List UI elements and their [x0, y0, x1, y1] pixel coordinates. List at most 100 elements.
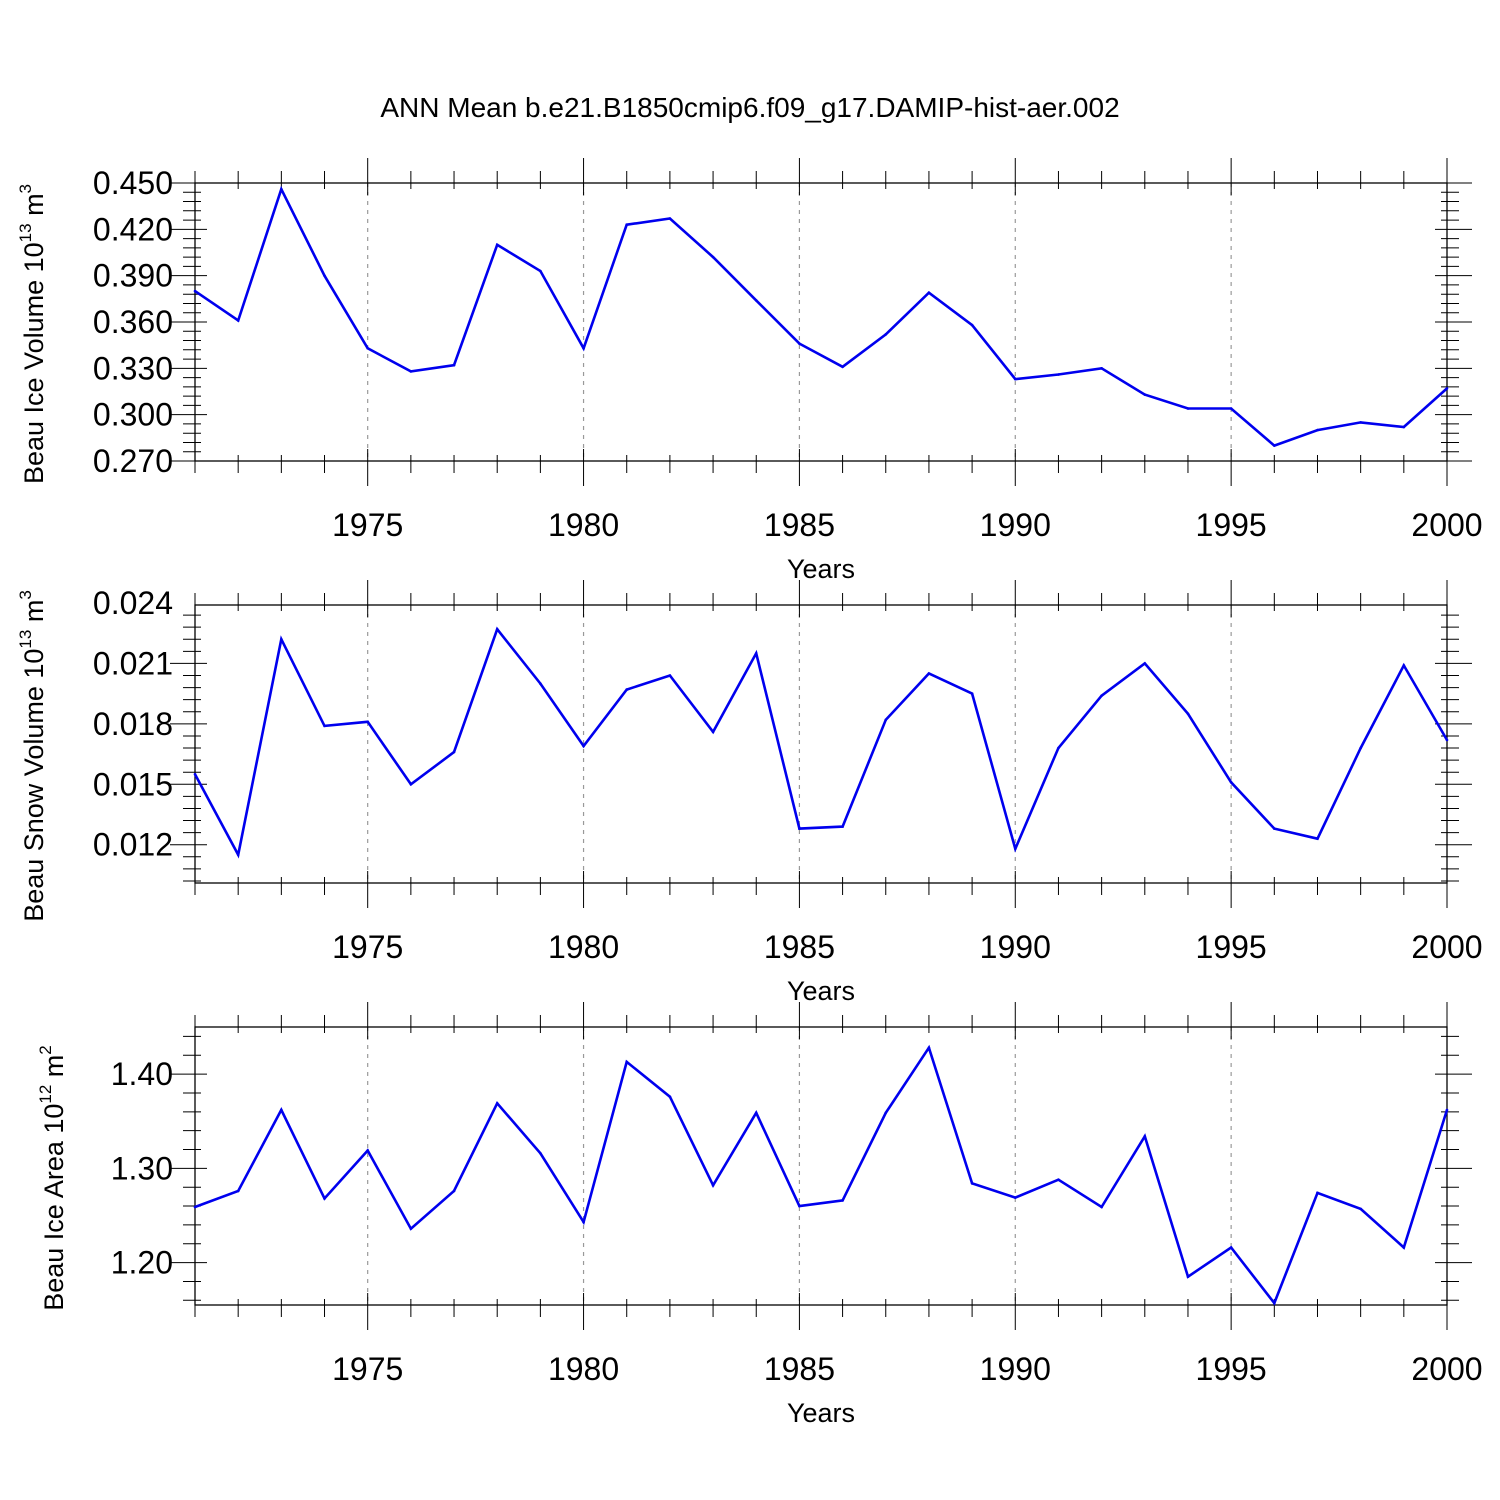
- x-tick-label: 1995: [1196, 929, 1267, 965]
- data-point: [452, 1189, 456, 1193]
- data-point: [625, 223, 629, 226]
- data-point: [452, 363, 456, 367]
- data-point: [1316, 837, 1319, 840]
- plot-frame: [194, 1026, 1448, 1306]
- data-point: [668, 1095, 672, 1099]
- data-point: [1013, 1196, 1017, 1199]
- data-point: [1013, 847, 1017, 851]
- data-point: [1316, 1191, 1319, 1195]
- data-point: [1100, 694, 1103, 697]
- data-point: [582, 346, 585, 350]
- x-tick-label: 1980: [548, 929, 619, 965]
- data-point: [452, 750, 456, 754]
- data-point: [1445, 738, 1449, 742]
- y-tick-label: 0.015: [93, 766, 173, 802]
- y-tick-label: 0.330: [93, 350, 173, 386]
- data-point: [539, 269, 542, 273]
- data-point: [884, 333, 888, 336]
- x-tick-label: 1990: [980, 929, 1051, 965]
- data-point: [798, 827, 801, 830]
- x-tick-label: 1985: [764, 929, 835, 965]
- data-point: [668, 674, 672, 677]
- data-point: [1359, 746, 1362, 750]
- y-tick-label: 1.40: [111, 1056, 173, 1092]
- y-axis-label-superscript: 12: [36, 1085, 55, 1104]
- plot-frame: [194, 182, 1448, 462]
- data-point: [582, 1220, 585, 1224]
- data-point: [1186, 1275, 1190, 1279]
- data-point: [841, 365, 844, 369]
- data-point: [798, 1204, 801, 1208]
- data-point: [1057, 746, 1060, 750]
- data-point: [970, 1182, 974, 1185]
- y-tick-label: 0.360: [93, 304, 173, 340]
- data-point: [280, 1108, 283, 1112]
- data-point: [495, 243, 499, 247]
- data-point: [582, 744, 585, 748]
- data-point: [193, 772, 197, 776]
- data-point: [409, 370, 413, 373]
- data-point: [366, 1149, 369, 1152]
- data-point: [1273, 827, 1276, 830]
- data-point: [884, 1111, 888, 1115]
- y-axis-label: Beau Snow Volume 1013 m3: [16, 590, 49, 922]
- chart-panel-3: 1.20 1.30 1.40 1975 1980 1985 1990 1995 2000 Year…: [36, 1002, 1483, 1428]
- series-line: [194, 1044, 1449, 1306]
- data-point: [1100, 1205, 1103, 1209]
- x-tick-label: 1975: [332, 507, 403, 543]
- data-point: [711, 255, 715, 259]
- data-point: [366, 720, 369, 724]
- data-point: [1445, 387, 1449, 390]
- data-point: [1057, 1178, 1060, 1181]
- y-axis-label-superscript: 13: [16, 223, 35, 242]
- x-tick-label: 1975: [332, 929, 403, 965]
- data-point: [323, 724, 326, 728]
- data-point: [1143, 1135, 1147, 1138]
- y-tick-label: 0.012: [93, 827, 173, 863]
- x-tick-label: 2000: [1411, 507, 1482, 543]
- series-line: [193, 626, 1449, 859]
- data-point: [754, 1111, 758, 1115]
- y-axis-label-text: m: [39, 1055, 69, 1085]
- data-point: [711, 1184, 715, 1187]
- x-axis-label: Years: [787, 1398, 855, 1428]
- y-axis-label-text: Beau Ice Area 10: [39, 1104, 69, 1311]
- data-point: [193, 289, 197, 293]
- x-tick-label: 1985: [764, 1351, 835, 1387]
- data-point: [1229, 780, 1233, 784]
- data-point: [841, 825, 844, 828]
- data-point: [884, 718, 888, 722]
- data-point: [1359, 1207, 1362, 1211]
- y-tick-label: 1.20: [111, 1245, 173, 1281]
- data-point: [1229, 1246, 1233, 1249]
- data-point: [798, 342, 801, 345]
- data-point: [236, 1189, 240, 1193]
- y-axis-label-superscript: 13: [16, 630, 35, 649]
- data-point: [754, 652, 758, 655]
- y-tick-label: 0.018: [93, 706, 173, 742]
- x-tick-label: 1975: [332, 1351, 403, 1387]
- data-point: [236, 853, 240, 857]
- data-point: [841, 1199, 844, 1202]
- y-axis-label-text: m: [19, 600, 49, 630]
- data-point: [1013, 377, 1017, 381]
- data-point: [539, 1151, 542, 1155]
- x-tick-label: 2000: [1411, 929, 1482, 965]
- data-point: [1143, 393, 1147, 396]
- data-point: [754, 299, 758, 302]
- series-line: [194, 185, 1448, 448]
- y-tick-label: 0.390: [93, 258, 173, 294]
- x-tick-label: 1980: [548, 1351, 619, 1387]
- y-axis-label-superscript: 3: [16, 184, 35, 193]
- data-point: [1445, 1108, 1449, 1112]
- x-tick-label: 1995: [1196, 507, 1267, 543]
- data-point: [280, 187, 283, 191]
- data-point: [1186, 712, 1190, 716]
- data-point: [409, 782, 413, 786]
- chart-title: ANN Mean b.e21.B1850cmip6.f09_g17.DAMIP-…: [380, 92, 1120, 123]
- y-tick-label: 0.021: [93, 645, 173, 681]
- data-point: [970, 692, 974, 695]
- y-tick-label: 0.420: [93, 211, 173, 247]
- x-tick-label: 1990: [980, 1351, 1051, 1387]
